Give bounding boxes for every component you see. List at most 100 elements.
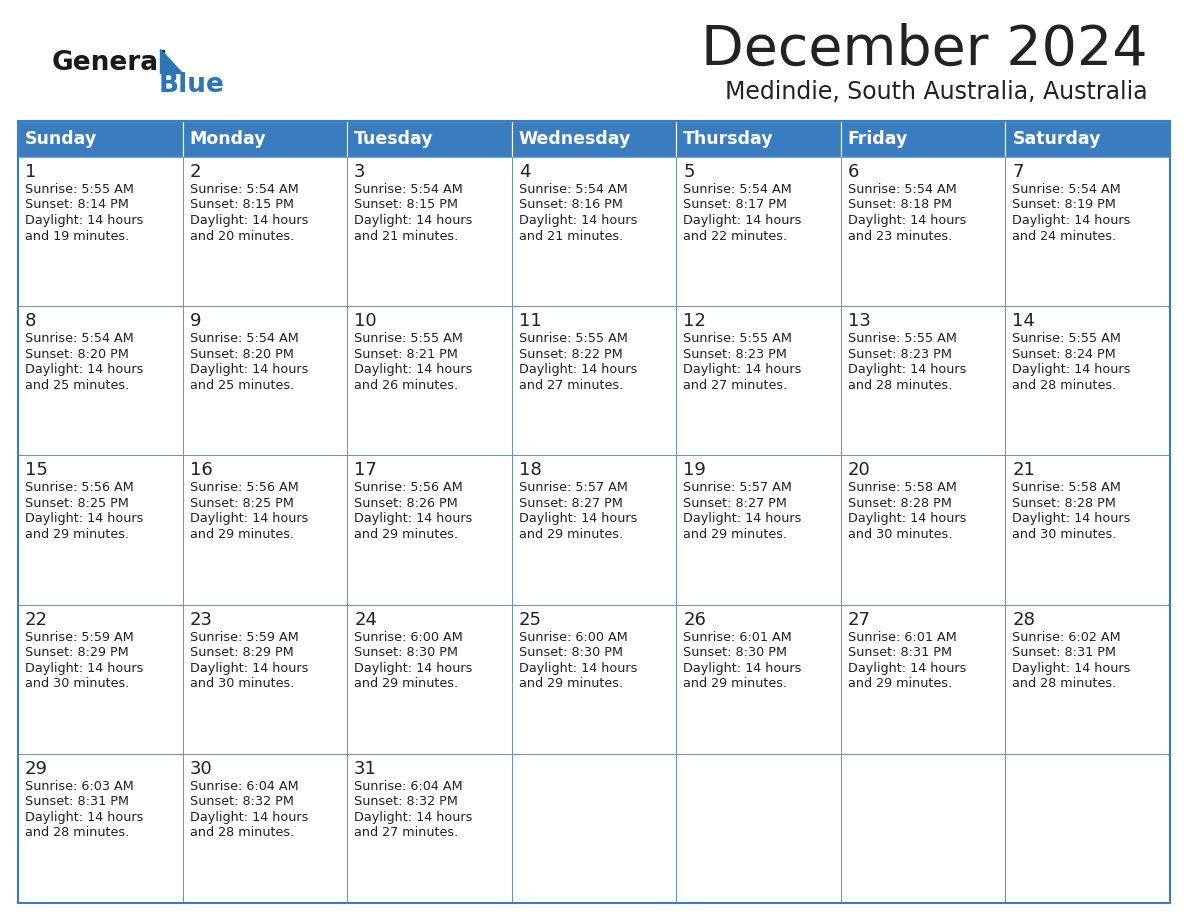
Text: Sunset: 8:19 PM: Sunset: 8:19 PM [1012, 198, 1117, 211]
Text: 18: 18 [519, 462, 542, 479]
Text: 3: 3 [354, 163, 366, 181]
Text: 30: 30 [190, 760, 213, 778]
Bar [18, 455, 183, 605]
Text: and 29 minutes.: and 29 minutes. [25, 528, 129, 541]
Text: Sunset: 8:29 PM: Sunset: 8:29 PM [25, 646, 128, 659]
Text: 27: 27 [848, 610, 871, 629]
Text: 25: 25 [519, 610, 542, 629]
Bar [183, 121, 347, 157]
Text: Daylight: 14 hours: Daylight: 14 hours [25, 662, 144, 675]
Text: Sunset: 8:25 PM: Sunset: 8:25 PM [190, 497, 293, 509]
Bar [1005, 754, 1170, 903]
Text: Sunrise: 5:59 AM: Sunrise: 5:59 AM [25, 631, 134, 644]
Bar [512, 157, 676, 307]
Text: 22: 22 [25, 610, 48, 629]
Text: and 21 minutes.: and 21 minutes. [519, 230, 623, 242]
Text: Daylight: 14 hours: Daylight: 14 hours [683, 512, 802, 525]
Bar [1005, 307, 1170, 455]
Text: Daylight: 14 hours: Daylight: 14 hours [190, 662, 308, 675]
Text: and 27 minutes.: and 27 minutes. [683, 379, 788, 392]
Bar [676, 605, 841, 754]
Text: Sunrise: 5:58 AM: Sunrise: 5:58 AM [1012, 481, 1121, 495]
Text: 8: 8 [25, 312, 37, 330]
Bar [841, 455, 1005, 605]
Text: Sunset: 8:23 PM: Sunset: 8:23 PM [683, 348, 788, 361]
Text: Daylight: 14 hours: Daylight: 14 hours [683, 364, 802, 376]
Text: Daylight: 14 hours: Daylight: 14 hours [354, 512, 473, 525]
Text: Sunrise: 5:56 AM: Sunrise: 5:56 AM [354, 481, 463, 495]
Text: 31: 31 [354, 760, 377, 778]
Text: Sunset: 8:20 PM: Sunset: 8:20 PM [190, 348, 293, 361]
Bar [1005, 455, 1170, 605]
Text: and 29 minutes.: and 29 minutes. [519, 677, 623, 690]
Text: Sunrise: 5:54 AM: Sunrise: 5:54 AM [354, 183, 463, 196]
Text: Daylight: 14 hours: Daylight: 14 hours [683, 214, 802, 227]
Bar [347, 605, 512, 754]
Text: and 22 minutes.: and 22 minutes. [683, 230, 788, 242]
Text: Sunset: 8:15 PM: Sunset: 8:15 PM [190, 198, 293, 211]
Text: and 29 minutes.: and 29 minutes. [354, 677, 459, 690]
Text: Sunset: 8:32 PM: Sunset: 8:32 PM [354, 795, 459, 809]
Text: Sunrise: 6:00 AM: Sunrise: 6:00 AM [354, 631, 463, 644]
Text: Daylight: 14 hours: Daylight: 14 hours [1012, 662, 1131, 675]
Text: Sunrise: 5:54 AM: Sunrise: 5:54 AM [190, 183, 298, 196]
Text: Daylight: 14 hours: Daylight: 14 hours [354, 364, 473, 376]
Text: Sunset: 8:30 PM: Sunset: 8:30 PM [354, 646, 459, 659]
Text: Sunset: 8:31 PM: Sunset: 8:31 PM [25, 795, 129, 809]
Text: 19: 19 [683, 462, 706, 479]
Bar [183, 307, 347, 455]
Text: and 27 minutes.: and 27 minutes. [519, 379, 623, 392]
Text: and 26 minutes.: and 26 minutes. [354, 379, 459, 392]
Text: and 29 minutes.: and 29 minutes. [848, 677, 952, 690]
Text: 21: 21 [1012, 462, 1035, 479]
Text: 1: 1 [25, 163, 37, 181]
Bar [1005, 605, 1170, 754]
Text: Sunset: 8:29 PM: Sunset: 8:29 PM [190, 646, 293, 659]
Text: Daylight: 14 hours: Daylight: 14 hours [354, 214, 473, 227]
Text: Daylight: 14 hours: Daylight: 14 hours [848, 364, 966, 376]
Bar [676, 121, 841, 157]
Text: Daylight: 14 hours: Daylight: 14 hours [354, 811, 473, 823]
Text: Friday: Friday [848, 130, 909, 148]
Text: Daylight: 14 hours: Daylight: 14 hours [519, 364, 637, 376]
Text: Sunrise: 6:00 AM: Sunrise: 6:00 AM [519, 631, 627, 644]
Text: General: General [52, 50, 169, 76]
Bar [18, 121, 183, 157]
Text: Sunrise: 6:01 AM: Sunrise: 6:01 AM [683, 631, 792, 644]
Text: Sunset: 8:20 PM: Sunset: 8:20 PM [25, 348, 128, 361]
Text: Sunset: 8:27 PM: Sunset: 8:27 PM [683, 497, 788, 509]
Bar [676, 754, 841, 903]
Text: and 25 minutes.: and 25 minutes. [25, 379, 129, 392]
Text: Daylight: 14 hours: Daylight: 14 hours [25, 811, 144, 823]
Bar [18, 157, 183, 307]
Text: Sunset: 8:30 PM: Sunset: 8:30 PM [683, 646, 788, 659]
Bar [841, 605, 1005, 754]
Text: Daylight: 14 hours: Daylight: 14 hours [848, 512, 966, 525]
Text: and 28 minutes.: and 28 minutes. [25, 826, 129, 839]
Text: Thursday: Thursday [683, 130, 773, 148]
Text: Sunset: 8:22 PM: Sunset: 8:22 PM [519, 348, 623, 361]
Text: Daylight: 14 hours: Daylight: 14 hours [519, 214, 637, 227]
Text: Sunset: 8:28 PM: Sunset: 8:28 PM [848, 497, 952, 509]
Text: and 21 minutes.: and 21 minutes. [354, 230, 459, 242]
Text: and 23 minutes.: and 23 minutes. [848, 230, 952, 242]
Text: Daylight: 14 hours: Daylight: 14 hours [190, 214, 308, 227]
Bar [512, 121, 676, 157]
Text: Sunrise: 5:55 AM: Sunrise: 5:55 AM [354, 332, 463, 345]
Bar [1005, 157, 1170, 307]
Text: and 28 minutes.: and 28 minutes. [1012, 379, 1117, 392]
Text: Sunrise: 5:54 AM: Sunrise: 5:54 AM [519, 183, 627, 196]
Text: Sunday: Sunday [25, 130, 97, 148]
Text: and 29 minutes.: and 29 minutes. [190, 528, 293, 541]
Text: Sunset: 8:28 PM: Sunset: 8:28 PM [1012, 497, 1117, 509]
Bar [183, 605, 347, 754]
Text: and 30 minutes.: and 30 minutes. [1012, 528, 1117, 541]
Text: Saturday: Saturday [1012, 130, 1101, 148]
Bar [347, 157, 512, 307]
Text: Sunrise: 6:01 AM: Sunrise: 6:01 AM [848, 631, 956, 644]
Text: Daylight: 14 hours: Daylight: 14 hours [190, 811, 308, 823]
Text: 11: 11 [519, 312, 542, 330]
Text: and 30 minutes.: and 30 minutes. [25, 677, 129, 690]
Text: Daylight: 14 hours: Daylight: 14 hours [1012, 364, 1131, 376]
Text: Daylight: 14 hours: Daylight: 14 hours [190, 364, 308, 376]
